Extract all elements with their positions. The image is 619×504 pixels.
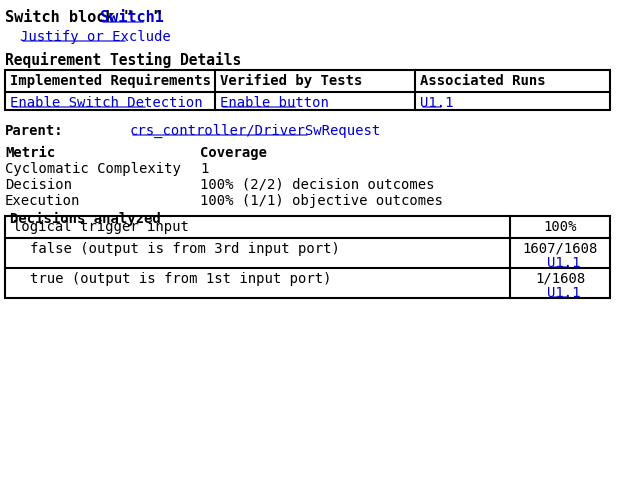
Text: Cyclomatic Complexity: Cyclomatic Complexity <box>5 162 181 176</box>
Text: Justify or Exclude: Justify or Exclude <box>20 30 171 44</box>
Text: 1/1608: 1/1608 <box>535 272 585 286</box>
Text: U1.1: U1.1 <box>547 286 581 300</box>
Text: Verified by Tests: Verified by Tests <box>220 74 362 88</box>
Text: 1607/1608: 1607/1608 <box>522 242 598 256</box>
Text: ": " <box>152 10 161 25</box>
Text: Parent:: Parent: <box>5 124 64 138</box>
Text: Enable button: Enable button <box>220 96 329 110</box>
Text: Switch1: Switch1 <box>100 10 164 25</box>
Text: crs_controller/DriverSwRequest: crs_controller/DriverSwRequest <box>130 124 381 138</box>
Text: Associated Runs: Associated Runs <box>420 74 545 88</box>
Text: Enable Switch Detection: Enable Switch Detection <box>10 96 202 110</box>
Text: Execution: Execution <box>5 194 80 208</box>
Text: Switch block ": Switch block " <box>5 10 132 25</box>
Text: 100% (1/1) objective outcomes: 100% (1/1) objective outcomes <box>200 194 443 208</box>
Text: 1: 1 <box>200 162 209 176</box>
Text: Decision: Decision <box>5 178 72 192</box>
Text: Implemented Requirements: Implemented Requirements <box>10 74 211 88</box>
Text: U1.1: U1.1 <box>547 256 581 270</box>
Text: logical trigger input: logical trigger input <box>13 220 189 234</box>
Text: Requirement Testing Details: Requirement Testing Details <box>5 52 241 68</box>
Bar <box>5 216 610 298</box>
Text: false (output is from 3rd input port): false (output is from 3rd input port) <box>30 242 340 256</box>
Text: 100% (2/2) decision outcomes: 100% (2/2) decision outcomes <box>200 178 435 192</box>
Text: Coverage: Coverage <box>200 146 267 160</box>
Text: 100%: 100% <box>543 220 577 234</box>
Text: U1.1: U1.1 <box>420 96 454 110</box>
Text: Metric: Metric <box>5 146 55 160</box>
Text: Decisions analyzed: Decisions analyzed <box>10 212 161 226</box>
Bar <box>5 70 610 110</box>
Text: true (output is from 1st input port): true (output is from 1st input port) <box>30 272 332 286</box>
